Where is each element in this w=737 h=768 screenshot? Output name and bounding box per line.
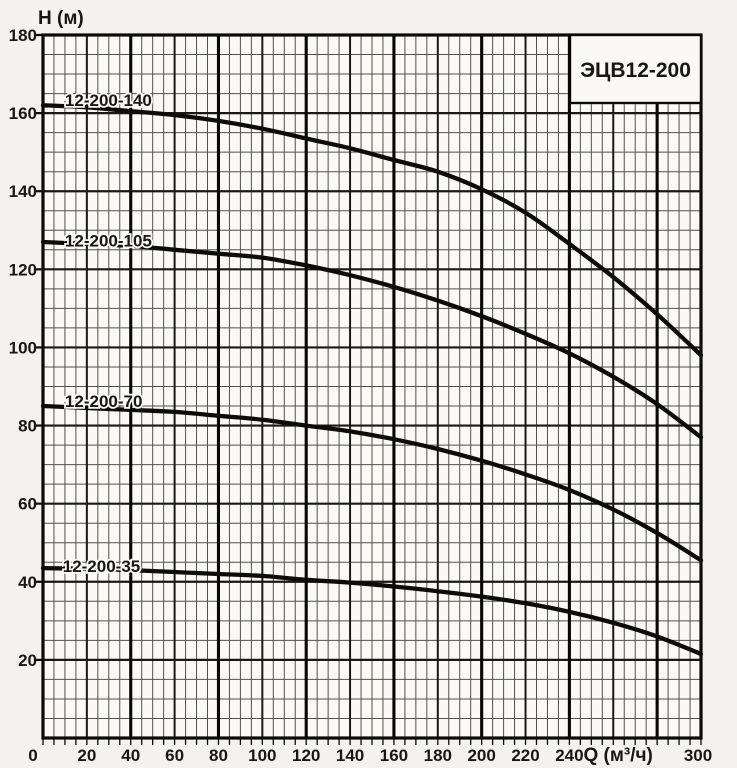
x-tick-label: 100 xyxy=(248,746,276,765)
y-tick-label: 140 xyxy=(9,182,37,201)
pump-curves xyxy=(40,103,704,657)
x-axis-labels: 0 20 40 60 80 100 120 140 160 180 200 220 240 300 Q (м… xyxy=(28,745,712,766)
x-tick-label: 240 xyxy=(555,746,583,765)
y-tick-label: 180 xyxy=(9,26,37,45)
y-tick-label: 20 xyxy=(18,651,37,670)
legend-text: ЭЦВ12-200 xyxy=(580,59,691,82)
y-tick-label: 160 xyxy=(9,104,37,123)
curve-12-200-35 xyxy=(40,565,704,657)
x-tick-label: 120 xyxy=(292,746,320,765)
legend-box xyxy=(568,33,703,105)
x-tick-label: 140 xyxy=(336,746,364,765)
curve-label-12-200-105: 12-200-105 xyxy=(65,232,152,251)
y-axis-title: H (м) xyxy=(38,8,84,29)
curve-12-200-105 xyxy=(40,239,704,440)
x-tick-label: 60 xyxy=(165,746,184,765)
x-tick-label: 80 xyxy=(209,746,228,765)
y-tick-label: 120 xyxy=(9,260,37,279)
grid-major xyxy=(43,35,701,738)
grid-minor xyxy=(43,35,701,738)
curve-labels: 12-200-140 12-200-105 12-200-70 12-200-35 xyxy=(61,89,154,577)
grid-heavy xyxy=(129,35,659,738)
legend: ЭЦВ12-200 xyxy=(568,33,703,105)
curve-label-12-200-35: 12-200-35 xyxy=(63,557,141,576)
x-tick-label: 0 xyxy=(28,746,37,765)
x-tick-label: 20 xyxy=(77,746,96,765)
y-tick-label: 60 xyxy=(18,495,37,514)
x-tick-label: 200 xyxy=(467,746,495,765)
x-tick-label: 180 xyxy=(424,746,452,765)
y-tick-label: 80 xyxy=(18,417,37,436)
curve-12-200-140 xyxy=(40,103,704,358)
y-tick-label: 100 xyxy=(9,338,37,357)
y-tick-label: 40 xyxy=(18,573,37,592)
x-tick-label: 40 xyxy=(121,746,140,765)
x-tick-label: 220 xyxy=(511,746,539,765)
curve-12-200-70 xyxy=(40,403,704,563)
curve-label-12-200-140: 12-200-140 xyxy=(65,91,152,110)
plot-border xyxy=(41,33,703,740)
x-tick-label: 160 xyxy=(380,746,408,765)
x-tick-label: 300 xyxy=(684,746,712,765)
x-axis-title: Q (м³/ч) xyxy=(583,745,652,766)
curve-label-12-200-70: 12-200-70 xyxy=(65,392,143,411)
